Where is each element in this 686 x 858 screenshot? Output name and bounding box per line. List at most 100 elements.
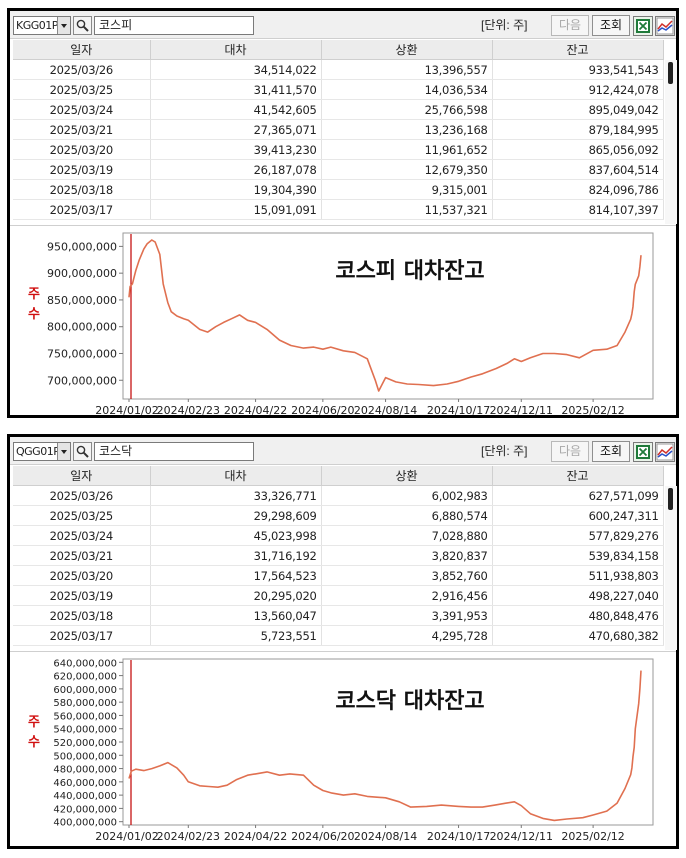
column-header-balance[interactable]: 잔고 — [492, 40, 664, 60]
y-tick-label: 620,000,000 — [53, 672, 117, 683]
excel-icon — [636, 445, 650, 459]
x-tick-label: 2024/02/23 — [157, 830, 220, 843]
cell-repayment: 7,028,880 — [321, 525, 493, 546]
x-tick-label: 2025/02/12 — [561, 404, 624, 416]
cell-lending: 13,560,047 — [150, 605, 322, 626]
search-button[interactable] — [73, 16, 92, 35]
x-tick-label: 2024/10/17 — [427, 404, 490, 416]
x-tick-label: 2024/01/02 — [95, 830, 158, 843]
column-header-repayment[interactable]: 상환 — [321, 466, 493, 486]
chevron-down-icon[interactable] — [57, 17, 70, 34]
cell-balance: 600,247,311 — [492, 505, 664, 526]
balance-chart: 700,000,000 750,000,000 800,000,000 850,000… — [10, 225, 676, 417]
y-tick-label: 850,000,000 — [47, 294, 117, 307]
code-select[interactable]: QGG01P — [13, 442, 71, 461]
table-row[interactable]: 2025/03/25 29,298,609 6,880,574 600,247,311 — [13, 505, 664, 526]
line-chart-icon — [656, 443, 674, 461]
line-chart-icon — [656, 17, 674, 35]
cell-lending: 15,091,091 — [150, 199, 322, 220]
kospi-panel: KGG01P 코스피 [단위: 주] 다음 조회 일자 대차 상환 잔고 202… — [7, 8, 679, 418]
cell-balance: 865,056,092 — [492, 139, 664, 160]
query-button[interactable]: 조회 — [592, 15, 630, 36]
cell-date: 2025/03/25 — [13, 79, 151, 100]
table-row[interactable]: 2025/03/17 15,091,091 11,537,321 814,107,39… — [13, 199, 664, 220]
column-header-date[interactable]: 일자 — [13, 466, 151, 486]
chart-title: 코스피 대차잔고 — [335, 259, 484, 284]
table-row[interactable]: 2025/03/20 39,413,230 11,961,652 865,056,09… — [13, 139, 664, 160]
column-header-balance[interactable]: 잔고 — [492, 466, 664, 486]
excel-export-button[interactable] — [633, 16, 653, 36]
table-row[interactable]: 2025/03/21 27,365,071 13,236,168 879,184,99… — [13, 119, 664, 140]
y-tick-label: 520,000,000 — [53, 738, 117, 749]
unit-label: [단위: 주] — [481, 18, 528, 32]
scrollbar-thumb[interactable] — [668, 62, 673, 84]
y-tick-label: 640,000,000 — [53, 658, 117, 669]
cell-date: 2025/03/21 — [13, 545, 151, 566]
table-row[interactable]: 2025/03/25 31,411,570 14,036,534 912,424,07… — [13, 79, 664, 100]
kosdaq-panel: QGG01P 코스닥 [단위: 주] 다음 조회 일자 대차 상환 잔고 202… — [7, 434, 679, 849]
chart-toggle-button[interactable] — [655, 16, 675, 36]
next-button[interactable]: 다음 — [551, 441, 589, 462]
cell-balance: 895,049,042 — [492, 99, 664, 120]
y-tick-label: 800,000,000 — [47, 321, 117, 334]
x-tick-label: 2024/08/14 — [354, 404, 417, 416]
cell-repayment: 6,880,574 — [321, 505, 493, 526]
code-select[interactable]: KGG01P — [13, 16, 71, 35]
table-row[interactable]: 2025/03/19 26,187,078 12,679,350 837,604,51… — [13, 159, 664, 180]
cell-date: 2025/03/24 — [13, 525, 151, 546]
query-button[interactable]: 조회 — [592, 441, 630, 462]
chevron-down-icon[interactable] — [57, 443, 70, 460]
table-row[interactable]: 2025/03/26 33,326,771 6,002,983 627,571,099 — [13, 485, 664, 506]
plot-area — [122, 658, 654, 826]
table-row[interactable]: 2025/03/21 31,716,192 3,820,837 539,834,158 — [13, 545, 664, 566]
table-row[interactable]: 2025/03/24 45,023,998 7,028,880 577,829,276 — [13, 525, 664, 546]
cell-balance: 627,571,099 — [492, 485, 664, 506]
cell-date: 2025/03/19 — [13, 159, 151, 180]
table-row[interactable]: 2025/03/26 34,514,022 13,396,557 933,541,54… — [13, 59, 664, 80]
grid-header-row: 일자 대차 상환 잔고 — [13, 466, 664, 486]
cell-repayment: 14,036,534 — [321, 79, 493, 100]
x-tick-label: 2024/04/22 — [224, 404, 287, 416]
cell-lending: 5,723,551 — [150, 625, 322, 646]
cell-lending: 27,365,071 — [150, 119, 322, 140]
y-tick-label: 580,000,000 — [53, 698, 117, 709]
cell-repayment: 9,315,001 — [321, 179, 493, 200]
column-header-lending[interactable]: 대차 — [150, 466, 322, 486]
scrollbar-thumb[interactable] — [668, 488, 673, 510]
table-row[interactable]: 2025/03/18 13,560,047 3,391,953 480,848,476 — [13, 605, 664, 626]
name-field[interactable]: 코스닥 — [94, 442, 254, 461]
x-tick-label: 2024/08/14 — [354, 830, 417, 843]
table-row[interactable]: 2025/03/19 20,295,020 2,916,456 498,227,040 — [13, 585, 664, 606]
cell-date: 2025/03/17 — [13, 625, 151, 646]
cell-balance: 480,848,476 — [492, 605, 664, 626]
cell-lending: 20,295,020 — [150, 585, 322, 606]
y-tick-label: 480,000,000 — [53, 765, 117, 776]
vertical-scrollbar[interactable] — [665, 486, 677, 650]
x-tick-label: 2024/01/02 — [95, 404, 158, 416]
table-row[interactable]: 2025/03/17 5,723,551 4,295,728 470,680,382 — [13, 625, 664, 646]
column-header-lending[interactable]: 대차 — [150, 40, 322, 60]
table-row[interactable]: 2025/03/24 41,542,605 25,766,598 895,049,04… — [13, 99, 664, 120]
excel-export-button[interactable] — [633, 442, 653, 462]
table-row[interactable]: 2025/03/20 17,564,523 3,852,760 511,938,803 — [13, 565, 664, 586]
column-header-repayment[interactable]: 상환 — [321, 40, 493, 60]
cell-date: 2025/03/24 — [13, 99, 151, 120]
y-tick-label: 440,000,000 — [53, 791, 117, 802]
code-select-value: KGG01P — [16, 19, 58, 32]
cell-date: 2025/03/20 — [13, 565, 151, 586]
balance-series-line — [128, 670, 642, 822]
y-tick-label: 560,000,000 — [53, 711, 117, 722]
table-row[interactable]: 2025/03/18 19,304,390 9,315,001 824,096,786 — [13, 179, 664, 200]
next-button[interactable]: 다음 — [551, 15, 589, 36]
x-tick-label: 2024/02/23 — [157, 404, 220, 416]
cell-balance: 511,938,803 — [492, 565, 664, 586]
cell-lending: 19,304,390 — [150, 179, 322, 200]
search-button[interactable] — [73, 442, 92, 461]
name-field[interactable]: 코스피 — [94, 16, 254, 35]
column-header-date[interactable]: 일자 — [13, 40, 151, 60]
cell-repayment: 11,961,652 — [321, 139, 493, 160]
vertical-scrollbar[interactable] — [665, 60, 677, 224]
cell-date: 2025/03/26 — [13, 485, 151, 506]
cell-repayment: 4,295,728 — [321, 625, 493, 646]
chart-toggle-button[interactable] — [655, 442, 675, 462]
